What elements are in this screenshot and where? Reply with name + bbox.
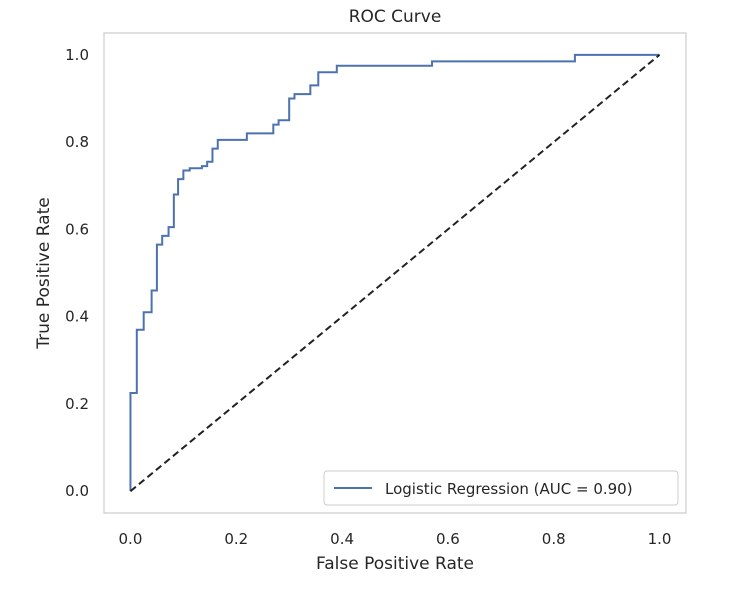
- x-tick-label: 0.2: [224, 530, 248, 548]
- y-axis-label: True Positive Rate: [34, 197, 54, 349]
- y-tick-label: 0.2: [65, 395, 89, 413]
- x-tick-label: 0.8: [542, 530, 566, 548]
- x-axis-label: False Positive Rate: [316, 554, 474, 574]
- y-tick-label: 0.0: [65, 482, 89, 500]
- chance-diagonal-line: [129, 54, 661, 492]
- legend-label-logistic-regression: Logistic Regression (AUC = 0.90): [385, 480, 633, 498]
- legend: Logistic Regression (AUC = 0.90): [323, 470, 679, 506]
- x-tick-label: 1.0: [648, 530, 672, 548]
- chart-title: ROC Curve: [349, 7, 442, 27]
- x-tick-label: 0.6: [436, 530, 460, 548]
- y-axis-ticks: 0.0 0.2 0.4 0.6 0.8 1.0: [65, 46, 89, 500]
- y-tick-label: 0.8: [65, 133, 89, 151]
- y-tick-label: 1.0: [65, 46, 89, 64]
- x-tick-label: 0.4: [330, 530, 354, 548]
- x-tick-label: 0.0: [119, 530, 143, 548]
- roc-curve-line: [129, 53, 660, 492]
- legend-box: [323, 470, 679, 506]
- series-layer: [129, 53, 661, 492]
- y-tick-label: 0.6: [65, 220, 89, 238]
- x-axis-ticks: 0.0 0.2 0.4 0.6 0.8 1.0: [119, 530, 672, 548]
- y-tick-label: 0.4: [65, 308, 89, 326]
